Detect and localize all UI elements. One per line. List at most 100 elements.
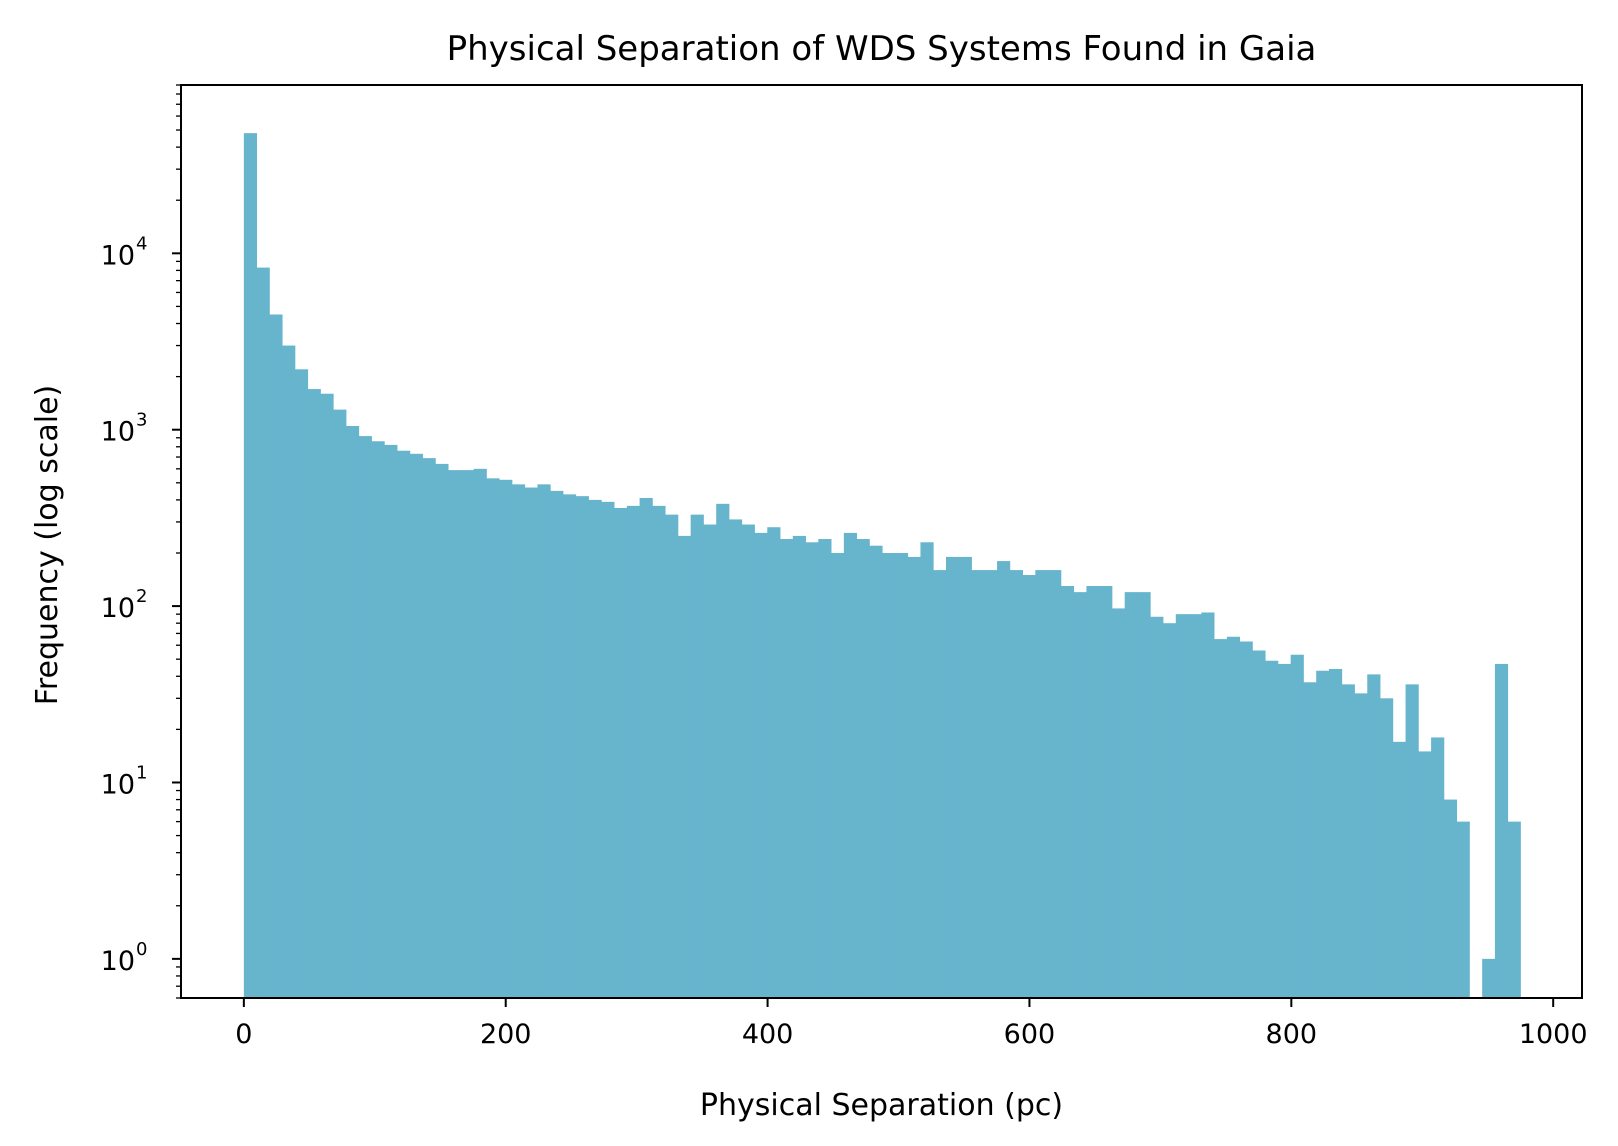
histogram-bar bbox=[1354, 693, 1368, 998]
histogram-bar bbox=[754, 532, 768, 998]
histogram-bar bbox=[665, 514, 679, 998]
y-tick-exponent: 2 bbox=[136, 586, 147, 607]
x-tick-label: 600 bbox=[1004, 1019, 1056, 1050]
histogram-bar bbox=[741, 524, 755, 998]
histogram-bar bbox=[1265, 660, 1279, 998]
histogram-bar bbox=[1328, 668, 1343, 998]
histogram-bar bbox=[843, 532, 858, 998]
histogram-bar bbox=[1060, 585, 1075, 998]
y-tick-label: 10 bbox=[101, 769, 135, 800]
y-tick-exponent: 4 bbox=[136, 233, 147, 254]
histogram-bar bbox=[728, 519, 743, 998]
histogram-bar bbox=[805, 542, 819, 998]
histogram-bar bbox=[767, 527, 781, 998]
histogram-bar bbox=[1086, 585, 1100, 998]
histogram-bar bbox=[933, 570, 947, 998]
histogram-bar bbox=[1111, 608, 1126, 998]
histogram-bar bbox=[588, 499, 602, 998]
histogram-bar bbox=[320, 393, 334, 998]
histogram-bar bbox=[984, 570, 998, 998]
y-tick-exponent: 1 bbox=[136, 762, 147, 783]
histogram-bar bbox=[435, 463, 449, 998]
histogram-bar bbox=[333, 409, 347, 998]
plot-frame bbox=[180, 84, 1583, 999]
histogram-bar bbox=[1188, 614, 1202, 998]
histogram-bar bbox=[563, 494, 577, 998]
histogram-bar bbox=[486, 478, 500, 999]
histogram-bar bbox=[882, 552, 896, 998]
histogram-bar bbox=[1431, 737, 1445, 998]
y-tick-label: 10 bbox=[101, 417, 135, 448]
histogram-bar bbox=[907, 556, 921, 998]
histogram-bar bbox=[1163, 623, 1177, 998]
histogram-bar bbox=[945, 556, 960, 998]
histogram-bar bbox=[1226, 636, 1241, 998]
x-tick-label: 800 bbox=[1266, 1019, 1318, 1050]
histogram-bar bbox=[1175, 614, 1189, 998]
histogram-bar bbox=[1341, 684, 1355, 998]
histogram-bar bbox=[422, 458, 436, 998]
histogram-bar bbox=[269, 314, 283, 998]
histogram-bar bbox=[920, 542, 934, 998]
histogram-bar bbox=[345, 425, 360, 999]
histogram-bar bbox=[550, 490, 564, 998]
histogram-bar bbox=[256, 267, 270, 999]
histogram-bar bbox=[1137, 592, 1151, 998]
histogram-bar bbox=[639, 498, 653, 998]
histogram-bar bbox=[1201, 612, 1215, 998]
histogram-bar bbox=[511, 484, 526, 999]
histogram-bar bbox=[1009, 570, 1023, 998]
histogram-bar bbox=[652, 505, 666, 998]
histogram-bar bbox=[690, 514, 704, 998]
histogram-bar bbox=[448, 470, 462, 998]
y-tick-label: 10 bbox=[101, 240, 135, 271]
histogram-bar bbox=[1150, 616, 1164, 998]
y-tick-label: 10 bbox=[101, 593, 135, 624]
y-axis-label: Frequency (log scale) bbox=[30, 385, 65, 706]
histogram-bar bbox=[1252, 650, 1266, 998]
histogram-bar bbox=[1507, 821, 1521, 998]
histogram-bar bbox=[677, 535, 692, 998]
x-tick-label: 400 bbox=[742, 1019, 794, 1050]
x-axis-ticks: 0 200 400 600 800 1000 bbox=[235, 998, 1588, 1050]
histogram-bar bbox=[1392, 741, 1406, 998]
x-tick-label: 200 bbox=[480, 1019, 532, 1050]
histogram-bars bbox=[243, 133, 1521, 999]
histogram-bar bbox=[371, 441, 385, 998]
histogram-bar bbox=[1456, 821, 1470, 998]
histogram-bar bbox=[1367, 674, 1381, 998]
histogram-bar bbox=[1494, 663, 1509, 998]
histogram-bar bbox=[575, 496, 589, 998]
histogram-bar bbox=[601, 501, 615, 998]
histogram-bar bbox=[1214, 639, 1228, 998]
histogram-bar bbox=[1482, 958, 1496, 998]
histogram-bar bbox=[473, 468, 487, 999]
histogram-bar bbox=[856, 539, 870, 998]
histogram-bar bbox=[1124, 592, 1138, 998]
histogram-bar bbox=[1099, 585, 1113, 998]
x-axis-label: Physical Separation (pc) bbox=[700, 1088, 1063, 1123]
histogram-bar bbox=[1035, 570, 1049, 998]
histogram-bar bbox=[1316, 670, 1330, 998]
histogram-bar bbox=[831, 552, 845, 998]
histogram-bar bbox=[282, 345, 296, 998]
x-tick-label: 0 bbox=[235, 1019, 252, 1050]
histogram-bar bbox=[243, 133, 258, 998]
histogram-bar bbox=[614, 507, 628, 998]
histogram-bar bbox=[894, 552, 909, 998]
histogram-bar bbox=[869, 545, 883, 998]
histogram-bar bbox=[958, 556, 972, 998]
x-tick-label: 1000 bbox=[1519, 1019, 1588, 1050]
histogram-bar bbox=[1290, 654, 1304, 998]
histogram-bar bbox=[1405, 684, 1419, 998]
histogram-bar bbox=[294, 369, 309, 998]
histogram-bar bbox=[409, 453, 423, 998]
y-tick-label: 10 bbox=[101, 946, 135, 977]
histogram-bar bbox=[780, 539, 794, 998]
histogram-bar bbox=[1277, 663, 1292, 998]
histogram-bar bbox=[499, 479, 513, 998]
histogram-bar bbox=[1303, 682, 1317, 998]
y-tick-exponent: 0 bbox=[136, 939, 147, 960]
